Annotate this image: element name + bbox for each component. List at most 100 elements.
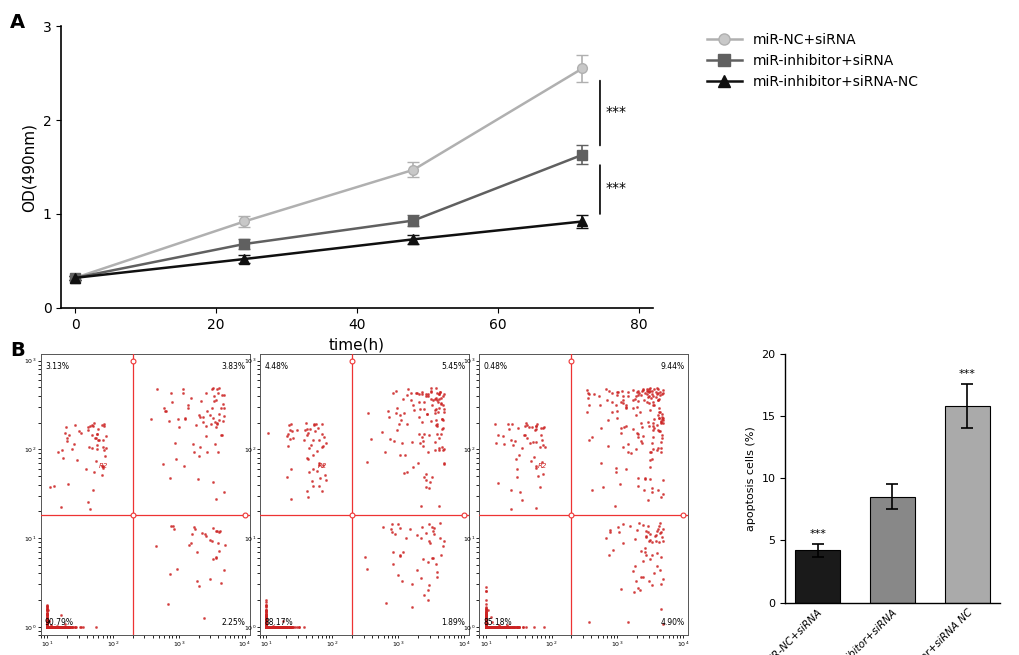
Point bbox=[477, 622, 493, 632]
Point bbox=[489, 622, 505, 632]
Point bbox=[39, 622, 55, 632]
Point bbox=[258, 622, 274, 632]
Point bbox=[39, 622, 55, 632]
Point bbox=[39, 622, 55, 632]
Point bbox=[39, 622, 55, 632]
Point bbox=[527, 502, 543, 513]
Point bbox=[281, 434, 298, 445]
Point bbox=[477, 622, 493, 632]
Point bbox=[314, 419, 330, 429]
Point bbox=[258, 622, 274, 632]
Point bbox=[39, 622, 55, 632]
Point bbox=[258, 622, 274, 632]
Point bbox=[39, 622, 55, 632]
Point bbox=[39, 622, 55, 632]
Point bbox=[644, 487, 660, 497]
Point bbox=[258, 622, 274, 632]
Point bbox=[39, 622, 55, 632]
Point bbox=[39, 622, 55, 632]
Point bbox=[39, 622, 55, 632]
Point bbox=[485, 622, 501, 632]
Point bbox=[485, 622, 501, 632]
Point bbox=[258, 622, 274, 632]
Point bbox=[477, 622, 493, 632]
Point bbox=[39, 622, 55, 632]
Point bbox=[39, 622, 55, 632]
Point bbox=[647, 386, 663, 397]
Point bbox=[480, 622, 496, 632]
Point bbox=[477, 622, 493, 632]
Point bbox=[477, 622, 493, 632]
Point bbox=[477, 622, 493, 632]
Point bbox=[477, 622, 493, 632]
Point bbox=[258, 622, 274, 632]
Point bbox=[585, 388, 601, 399]
Point bbox=[258, 622, 274, 632]
Point bbox=[485, 622, 501, 632]
Point bbox=[268, 622, 284, 632]
Point bbox=[477, 622, 493, 632]
Point bbox=[484, 622, 500, 632]
Point bbox=[477, 622, 493, 632]
Point bbox=[39, 622, 55, 632]
Point bbox=[258, 622, 274, 632]
Point bbox=[477, 622, 493, 632]
Point bbox=[499, 622, 516, 632]
Point bbox=[39, 622, 55, 632]
Point bbox=[258, 622, 274, 632]
Point bbox=[39, 622, 55, 632]
Point bbox=[477, 622, 493, 632]
Point bbox=[46, 622, 62, 632]
Point bbox=[477, 622, 493, 632]
Point bbox=[271, 622, 287, 632]
Point bbox=[39, 622, 55, 632]
Point bbox=[534, 468, 550, 479]
Point bbox=[477, 622, 493, 632]
Point bbox=[477, 622, 493, 632]
Point bbox=[39, 622, 55, 632]
Point bbox=[39, 622, 55, 632]
Point bbox=[477, 622, 493, 632]
Point bbox=[39, 622, 55, 632]
Point bbox=[39, 622, 55, 632]
Point bbox=[39, 622, 55, 632]
Point bbox=[39, 622, 55, 632]
Point bbox=[258, 622, 274, 632]
Point bbox=[95, 461, 111, 472]
Point bbox=[89, 444, 105, 455]
Point bbox=[39, 622, 55, 632]
Point bbox=[494, 622, 511, 632]
Point bbox=[477, 622, 493, 632]
Point bbox=[435, 536, 451, 547]
Point bbox=[39, 610, 55, 620]
Point bbox=[477, 622, 493, 632]
Point bbox=[477, 622, 493, 632]
Point bbox=[391, 409, 408, 420]
Point bbox=[258, 622, 274, 632]
Point bbox=[258, 622, 274, 632]
Point bbox=[39, 622, 55, 632]
Point bbox=[39, 622, 55, 632]
Point bbox=[39, 622, 55, 632]
Point bbox=[258, 622, 274, 632]
Point bbox=[477, 620, 493, 630]
Point bbox=[39, 622, 55, 632]
Point bbox=[258, 622, 274, 632]
Point bbox=[214, 430, 230, 440]
Point bbox=[39, 622, 55, 632]
Point bbox=[39, 622, 55, 632]
Point bbox=[477, 622, 493, 632]
Point bbox=[258, 622, 274, 632]
Point bbox=[654, 387, 671, 398]
Point bbox=[477, 622, 493, 632]
Point bbox=[258, 622, 274, 632]
Point bbox=[258, 622, 274, 632]
Point bbox=[39, 622, 55, 632]
Point bbox=[477, 622, 493, 632]
Point bbox=[160, 599, 176, 609]
Point bbox=[258, 622, 274, 632]
Point bbox=[258, 622, 274, 632]
Point bbox=[39, 622, 55, 632]
Point bbox=[39, 622, 55, 632]
Point bbox=[258, 622, 274, 632]
